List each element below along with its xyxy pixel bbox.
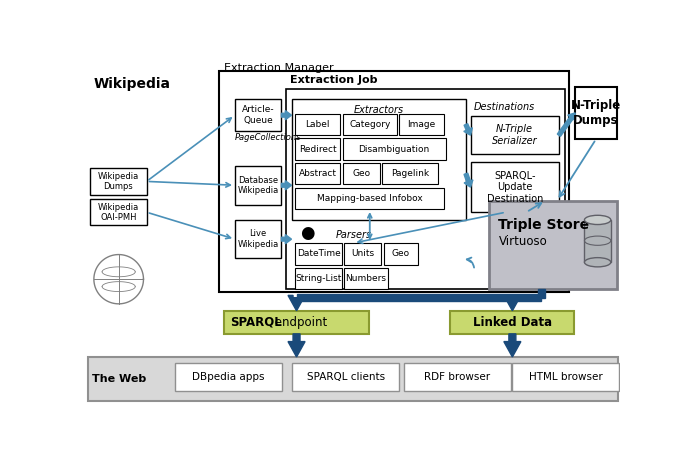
FancyArrow shape [538,289,545,298]
Text: Parsers: Parsers [336,230,371,240]
Text: N-Triple
Dumps: N-Triple Dumps [571,99,621,127]
Bar [291,99,466,220]
FancyArrow shape [281,111,291,120]
Bar [575,87,617,139]
Ellipse shape [584,215,611,225]
Bar [235,220,281,258]
FancyArrow shape [281,235,291,244]
Text: Category: Category [349,120,391,129]
Bar [489,201,617,289]
FancyArrow shape [296,294,542,301]
Bar [235,166,281,204]
Text: endpoint: endpoint [271,316,327,329]
Text: Abstract: Abstract [299,169,337,178]
Text: Label: Label [306,120,330,129]
Text: HTML browser: HTML browser [529,372,603,382]
Bar [296,188,444,209]
Bar [342,114,397,135]
Text: DateTime: DateTime [297,249,340,258]
FancyArrow shape [464,124,473,135]
FancyArrow shape [504,334,521,357]
Bar [90,169,147,194]
Text: N-Triple
Serializer: N-Triple Serializer [492,125,537,146]
Bar [384,243,418,265]
Text: Geo: Geo [352,169,370,178]
Text: Pagelink: Pagelink [391,169,429,178]
Text: Database
Wikipedia: Database Wikipedia [238,176,279,195]
Text: Numbers: Numbers [345,274,387,283]
Text: String-List: String-List [296,274,342,283]
Text: Mapping-based Infobox: Mapping-based Infobox [317,194,422,203]
Text: Disambiguation: Disambiguation [358,145,430,154]
Text: PageCollections: PageCollections [235,133,301,142]
Bar [224,311,369,334]
Bar [219,71,569,292]
Text: ●: ● [300,224,314,242]
Text: Wikipedia: Wikipedia [94,77,171,91]
Text: Extraction Job: Extraction Job [290,75,378,85]
Bar [471,116,559,154]
Bar [286,89,565,289]
Text: DBpedia apps: DBpedia apps [192,372,265,382]
Bar [296,243,342,265]
Bar [296,138,340,160]
Ellipse shape [584,258,611,267]
Bar [235,99,281,131]
Text: SPARQL: SPARQL [230,316,282,329]
FancyArrow shape [464,173,473,187]
Text: Linked Data: Linked Data [473,316,552,329]
Text: Destinations: Destinations [473,102,535,112]
Bar [342,138,446,160]
Text: Wikipedia
OAI-PMH: Wikipedia OAI-PMH [98,202,139,222]
Text: SPARQL-
Update
Destination: SPARQL- Update Destination [486,171,543,204]
Text: The Web: The Web [92,374,147,384]
Bar [344,243,382,265]
Bar [90,199,147,225]
Text: Redirect: Redirect [299,145,337,154]
Text: RDF browser: RDF browser [424,372,491,382]
Text: Geo: Geo [392,249,410,258]
FancyArrow shape [288,295,305,311]
Bar [175,363,282,391]
Text: Extractors: Extractors [353,105,404,115]
Text: Article-
Queue: Article- Queue [242,106,274,125]
Bar [88,357,618,401]
Text: Extraction Manager: Extraction Manager [224,63,333,73]
Bar [296,163,340,184]
Bar [344,268,388,289]
Text: SPARQL clients: SPARQL clients [307,372,385,382]
FancyArrow shape [557,113,575,136]
Bar [292,363,399,391]
Text: Units: Units [351,249,374,258]
Bar [451,311,575,334]
Text: Triple Store: Triple Store [498,217,590,231]
Bar [296,114,340,135]
FancyArrow shape [281,181,291,190]
Text: Virtuoso: Virtuoso [498,235,547,247]
Bar [382,163,438,184]
Bar [399,114,444,135]
Bar [342,163,380,184]
Text: Live
Wikipedia: Live Wikipedia [238,230,279,249]
Bar [513,363,619,391]
FancyArrow shape [504,295,521,311]
Bar [471,162,559,212]
Text: Image: Image [408,120,436,129]
FancyArrow shape [288,334,305,357]
Bar [404,363,511,391]
Bar [584,220,611,262]
Text: Wikipedia
Dumps: Wikipedia Dumps [98,172,139,191]
Bar [296,268,342,289]
